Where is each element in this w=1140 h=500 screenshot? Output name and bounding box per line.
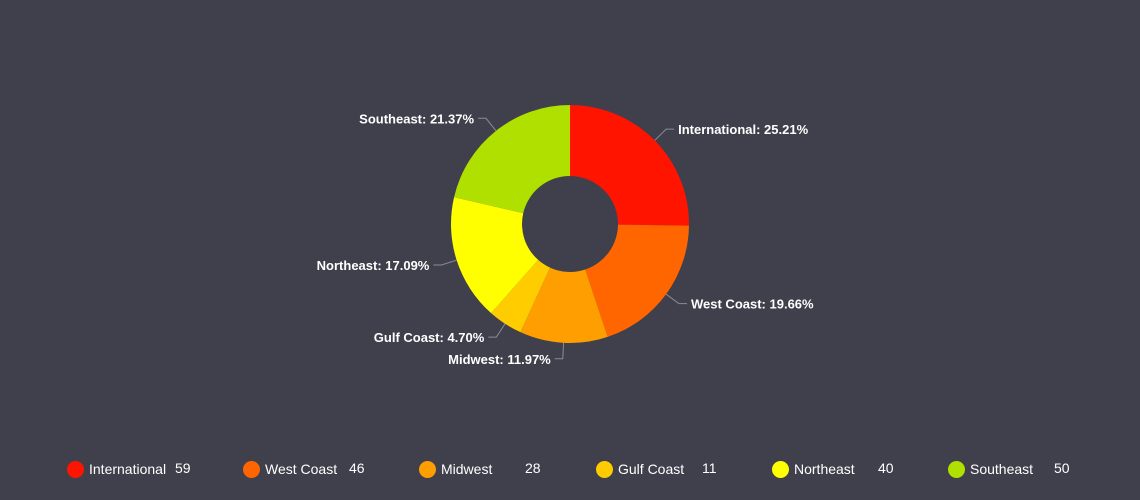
slice-label-southeast: Southeast: 21.37% [359,111,474,126]
slice-southeast[interactable] [454,105,570,214]
connector-midwest [554,342,565,360]
legend-value-southeast: 50 [1054,460,1070,476]
legend-value-northeast: 40 [878,460,894,476]
legend-marker-northeast [772,460,789,478]
legend-item-northeast[interactable]: Northeast 40 [772,456,894,482]
donut-chart: International: 25.21% West Coast: 19.66%… [317,105,814,367]
legend-value-international: 59 [175,460,191,476]
slice-label-midwest: Midwest: 11.97% [448,352,551,367]
chart-label-connectors [433,117,688,360]
connector-gulf-coast [488,323,506,338]
legend-name-northeast: Northeast [794,461,855,477]
legend-item-gulf-coast[interactable]: Gulf Coast 11 [596,456,717,482]
connector-northeast [433,259,457,266]
legend-item-international[interactable]: International 59 [67,456,191,482]
legend-name-gulf-coast: Gulf Coast [618,461,685,477]
legend-marker-southeast [948,460,965,478]
slice-label-northeast: Northeast: 17.09% [317,258,430,273]
chart-slices [451,105,689,344]
legend-value-gulf-coast: 11 [702,460,717,476]
legend-value-midwest: 28 [525,460,541,476]
legend-marker-gulf-coast [596,460,613,478]
legend-marker-midwest [419,460,436,478]
chart-legend: International 59 West Coast 46 Midwest 2… [0,456,1140,482]
slice-label-west-coast: West Coast: 19.66% [691,297,814,312]
legend-item-west-coast[interactable]: West Coast 46 [243,456,365,482]
legend-marker-international [67,460,84,478]
connector-international [654,128,675,141]
connector-southeast [478,117,497,132]
connector-west-coast [665,293,688,305]
legend-marker-west-coast [243,460,260,478]
chart-slice-labels: International: 25.21% West Coast: 19.66%… [317,111,814,367]
slice-gulf-coast[interactable] [491,259,551,333]
legend-name-international: International [89,461,167,477]
slice-northeast[interactable] [451,197,539,314]
legend-name-west-coast: West Coast [265,461,338,477]
legend-item-midwest[interactable]: Midwest 28 [419,456,541,482]
legend-value-west-coast: 46 [349,460,365,476]
legend-name-midwest: Midwest [441,461,493,477]
slice-west-coast[interactable] [585,224,689,337]
slice-label-international: International: 25.21% [678,122,808,137]
slice-international[interactable] [570,105,689,226]
legend-item-southeast[interactable]: Southeast 50 [948,456,1070,482]
legend-name-southeast: Southeast [970,461,1034,477]
slice-midwest[interactable] [520,267,608,344]
slice-label-gulf-coast: Gulf Coast: 4.70% [374,330,485,345]
